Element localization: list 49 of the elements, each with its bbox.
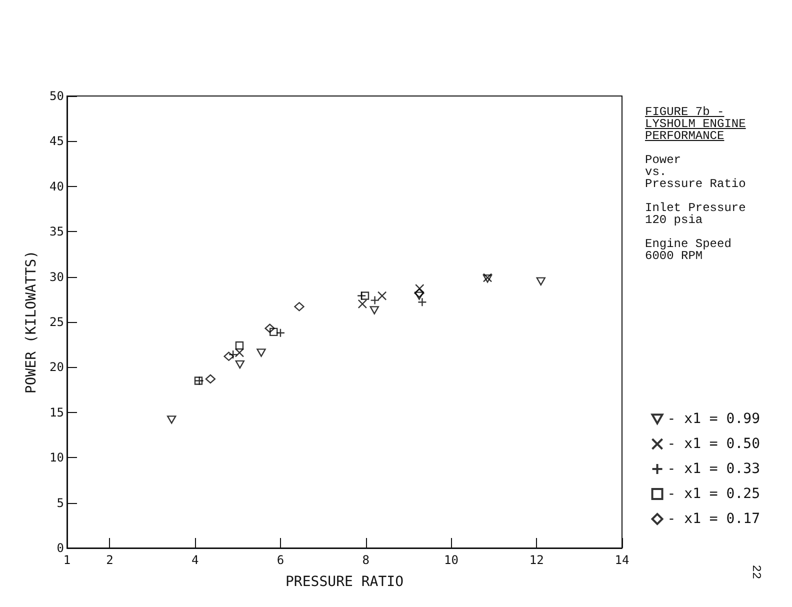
x-tick-label: 12 [529, 553, 544, 567]
x-tick-label: 2 [106, 553, 114, 567]
x-tick-label: 14 [614, 553, 630, 567]
legend-label: - x1 = 0.17 [667, 511, 760, 527]
x-tick-label: 4 [191, 553, 199, 567]
point [256, 348, 266, 357]
point [264, 324, 275, 333]
y-tick-label: 20 [50, 360, 64, 374]
point [360, 292, 370, 300]
point [370, 306, 379, 314]
x-axis-title: PRESSURE RATIO [285, 574, 404, 590]
y-tick-label: 25 [50, 315, 64, 329]
text: Engine Speed 6000 RPM [645, 237, 732, 263]
point [270, 328, 278, 336]
y-tick-label: 0 [56, 541, 64, 555]
y-tick-label: 35 [50, 224, 64, 239]
point [415, 284, 424, 294]
text: Inlet Pressure 120 psia [645, 201, 746, 227]
point [224, 352, 234, 361]
y-tick-label: 5 [56, 496, 64, 510]
y-tick-label: 45 [50, 134, 64, 148]
legend-label: - x1 = 0.33 [667, 461, 760, 477]
x-tick-label: 10 [444, 553, 458, 567]
legend-label: - x1 = 0.99 [667, 411, 760, 427]
point [276, 328, 286, 338]
point [235, 360, 245, 369]
point [235, 341, 244, 350]
x-tick-label: 1 [63, 553, 71, 567]
y-tick-label: 10 [50, 450, 64, 465]
point [418, 298, 427, 307]
point [205, 374, 216, 384]
legend-label: - x1 = 0.50 [667, 436, 760, 452]
point [166, 416, 176, 424]
text: FIGURE 7b - LYSHOLM ENGINE PERFORMANCE [645, 105, 746, 143]
text: Power vs. Pressure Ratio [645, 153, 746, 191]
point [414, 292, 424, 300]
y-axis-title: POWER (KILOWATTS) [24, 250, 40, 394]
x-tick-label: 6 [276, 553, 284, 567]
x-tick-label: 8 [362, 553, 370, 567]
point [358, 299, 368, 309]
text: 22 [749, 564, 764, 580]
y-tick-label: 50 [50, 89, 64, 103]
point [294, 302, 304, 312]
point [414, 288, 424, 298]
legend-label: - x1 = 0.25 [667, 486, 760, 502]
y-tick-label: 30 [50, 270, 64, 284]
y-tick-label: 40 [50, 179, 64, 194]
y-tick-label: 15 [50, 405, 64, 420]
point [536, 277, 546, 286]
